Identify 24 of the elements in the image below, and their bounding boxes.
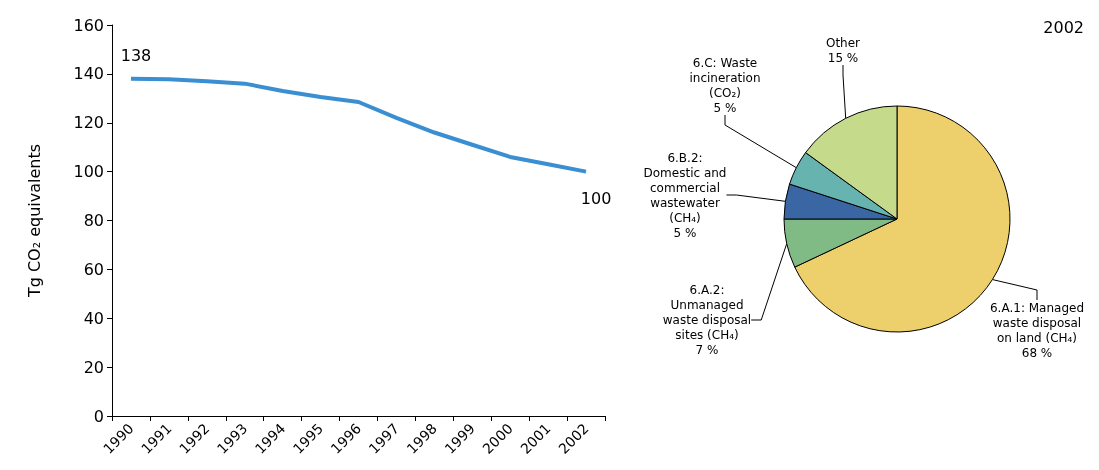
y-tick-label: 160 xyxy=(73,15,104,35)
data-label: 5 % xyxy=(673,225,697,240)
y-tick-label: 20 xyxy=(83,357,104,377)
slice-label: 6.A.1: Managed waste disposal on land (CH₄) xyxy=(989,300,1085,345)
y-tick-label: 140 xyxy=(73,64,104,84)
data-label: 138 xyxy=(120,46,152,66)
y-tick-label: 120 xyxy=(73,113,104,133)
line-series xyxy=(128,76,589,174)
slice-label: Other xyxy=(825,35,861,50)
y-tick-label: 40 xyxy=(83,308,104,328)
data-label: 68 % xyxy=(1021,345,1053,360)
y-tick-label: 100 xyxy=(73,162,104,182)
data-label: 100 xyxy=(580,189,612,209)
data-label: 7 % xyxy=(695,343,719,357)
y-tick-label: 0 xyxy=(93,406,104,426)
slice-label: 6.B.2: Domestic and commercial wastewater (CH₄) xyxy=(643,150,727,225)
y-axis-title: Tg CO₂ equivalents xyxy=(24,143,44,299)
y-tick-label: 80 xyxy=(83,211,104,230)
chart-title: 2002 xyxy=(1043,17,1084,37)
slice-label: 6.A.2: Unmanaged waste disposal sites (CH₄) xyxy=(662,283,752,342)
data-label: 5 % xyxy=(713,100,737,115)
data-label: 15 % xyxy=(827,50,859,65)
y-tick-label: 60 xyxy=(83,259,104,279)
slice-label: 6.C: Waste incineration (CO₂) xyxy=(689,55,761,100)
